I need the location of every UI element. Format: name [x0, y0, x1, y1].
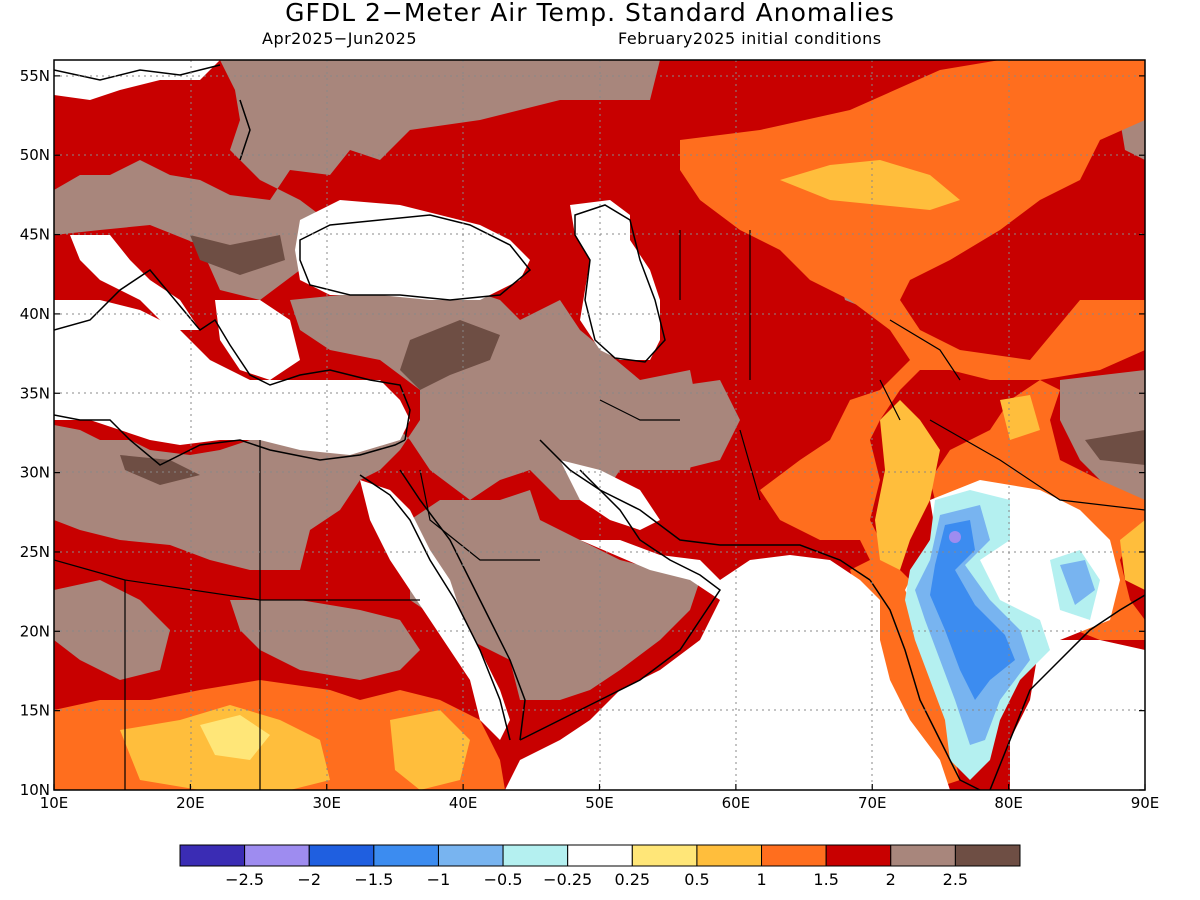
- colorbar-swatch: [954, 844, 1021, 867]
- lon-axis-labels: 10E 20E 30E 40E 50E 60E 70E 80E 90E: [40, 794, 1160, 812]
- field-lightorange-bangladesh: [1120, 520, 1145, 590]
- lat-tick-label: 25N: [20, 543, 50, 561]
- field-darkbrown-tibet: [1085, 430, 1145, 465]
- coast-baltic: [54, 64, 251, 161]
- lon-tick-label: 90E: [1131, 794, 1160, 812]
- lat-tick-label: 20N: [20, 622, 50, 640]
- field-darkbrown-balkan: [190, 235, 285, 275]
- field-white-arabian-sea: [505, 540, 950, 790]
- field-lightorange-north: [780, 160, 960, 210]
- field-white-baltic: [54, 60, 220, 100]
- coastlines: [54, 64, 1145, 790]
- coast-red-sea: [359, 469, 526, 741]
- lon-tick-label: 60E: [722, 794, 751, 812]
- coast-caspian: [574, 204, 666, 363]
- colorbar-label: 1: [756, 870, 766, 889]
- coast-arabia: [519, 469, 722, 741]
- forecast-period: Apr2025−Jun2025: [262, 29, 418, 48]
- lat-axis-labels: 10N 15N 20N 25N 30N 35N 40N 45N 50N 55N: [20, 67, 50, 799]
- lon-tick-label: 40E: [449, 794, 478, 812]
- field-brown-turkey-mideast: [54, 290, 700, 700]
- colorbar-label: 2.5: [943, 870, 968, 889]
- lat-tick-label: 30N: [20, 464, 50, 482]
- field-lightblue-east: [1060, 560, 1095, 605]
- lon-tick-label: 70E: [858, 794, 887, 812]
- coast-med-south: [54, 414, 406, 466]
- field-white-mediterranean: [54, 300, 410, 455]
- colorbar-swatch: [502, 844, 569, 867]
- lon-tick-label: 20E: [176, 794, 205, 812]
- lat-tick-label: 55N: [20, 67, 50, 85]
- field-white-caspian: [570, 200, 660, 360]
- colorbar-swatch: [825, 844, 892, 867]
- lon-tick-label: 50E: [585, 794, 614, 812]
- lat-tick-label: 40N: [20, 305, 50, 323]
- coast-india: [869, 579, 1145, 790]
- field-lightorange-ethiopia: [390, 710, 470, 790]
- coast-black-sea: [299, 214, 532, 301]
- coast-med-north: [54, 269, 411, 441]
- field-yellow-africa: [200, 715, 270, 760]
- colorbar-label: 1.5: [813, 870, 838, 889]
- colorbar-label: −2.5: [225, 870, 264, 889]
- field-purple-spot: [949, 531, 961, 543]
- field-blue-india: [930, 520, 1015, 700]
- map-title: GFDL 2−Meter Air Temp. Standard Anomalie…: [285, 0, 895, 27]
- lon-tick-label: 80E: [994, 794, 1023, 812]
- field-darkbrown-libya: [120, 455, 200, 485]
- colorbar-label: −0.25: [543, 870, 592, 889]
- colorbar-label: −0.5: [484, 870, 523, 889]
- colorbar-swatch: [244, 844, 310, 867]
- colorbar-swatch: [696, 844, 763, 867]
- graticule: [54, 60, 1145, 790]
- lat-tick-label: 15N: [20, 702, 50, 720]
- field-darkbrown-turkey: [400, 320, 500, 390]
- field-white-bay-bengal: [1010, 640, 1145, 790]
- colorbar-swatch: [179, 844, 246, 867]
- axis-ticks: [53, 75, 1146, 791]
- colorbar-label: 0.5: [684, 870, 709, 889]
- field-brown-iran-east: [650, 380, 740, 470]
- field-brown-africa-west: [54, 580, 170, 680]
- colorbar-label: 0.25: [614, 870, 650, 889]
- colorbar: [179, 844, 1021, 867]
- lat-tick-label: 10N: [20, 781, 50, 799]
- border-lines: [54, 230, 1145, 790]
- colorbar-swatch: [631, 844, 698, 867]
- lon-tick-label: 30E: [312, 794, 341, 812]
- lat-tick-label: 45N: [20, 226, 50, 244]
- colorbar-swatch: [437, 844, 504, 867]
- colorbar-labels: −2.5 −2 −1.5 −1 −0.5 −0.25 0.25 0.5 1 1.5 2 2.5: [225, 870, 968, 889]
- colorbar-swatch: [373, 844, 439, 867]
- field-brown-africa-mid: [230, 600, 420, 680]
- colorbar-swatch: [761, 844, 827, 867]
- field-brown-tibet: [1060, 370, 1145, 500]
- field-lightorange-india: [875, 400, 940, 570]
- field-lightorange-tibet: [1000, 395, 1040, 440]
- field-white-redsea: [360, 480, 510, 740]
- colorbar-label: −2: [297, 870, 321, 889]
- anomaly-fields: [54, 60, 1145, 790]
- lat-tick-label: 35N: [20, 384, 50, 402]
- colorbar-label: −1: [427, 870, 451, 889]
- colorbar-swatch: [890, 844, 956, 867]
- lon-tick-label: 10E: [40, 794, 69, 812]
- coast-persian-gulf: [539, 439, 871, 581]
- field-white-italy-balkan: [70, 235, 200, 330]
- initial-conditions-label: February2025 initial conditions: [618, 29, 882, 48]
- colorbar-swatch: [308, 844, 375, 867]
- lat-tick-label: 50N: [20, 146, 50, 164]
- colorbar-label: 2: [886, 870, 896, 889]
- colorbar-label: −1.5: [354, 870, 393, 889]
- field-white-greece: [215, 300, 300, 380]
- colorbar-swatch: [567, 844, 633, 867]
